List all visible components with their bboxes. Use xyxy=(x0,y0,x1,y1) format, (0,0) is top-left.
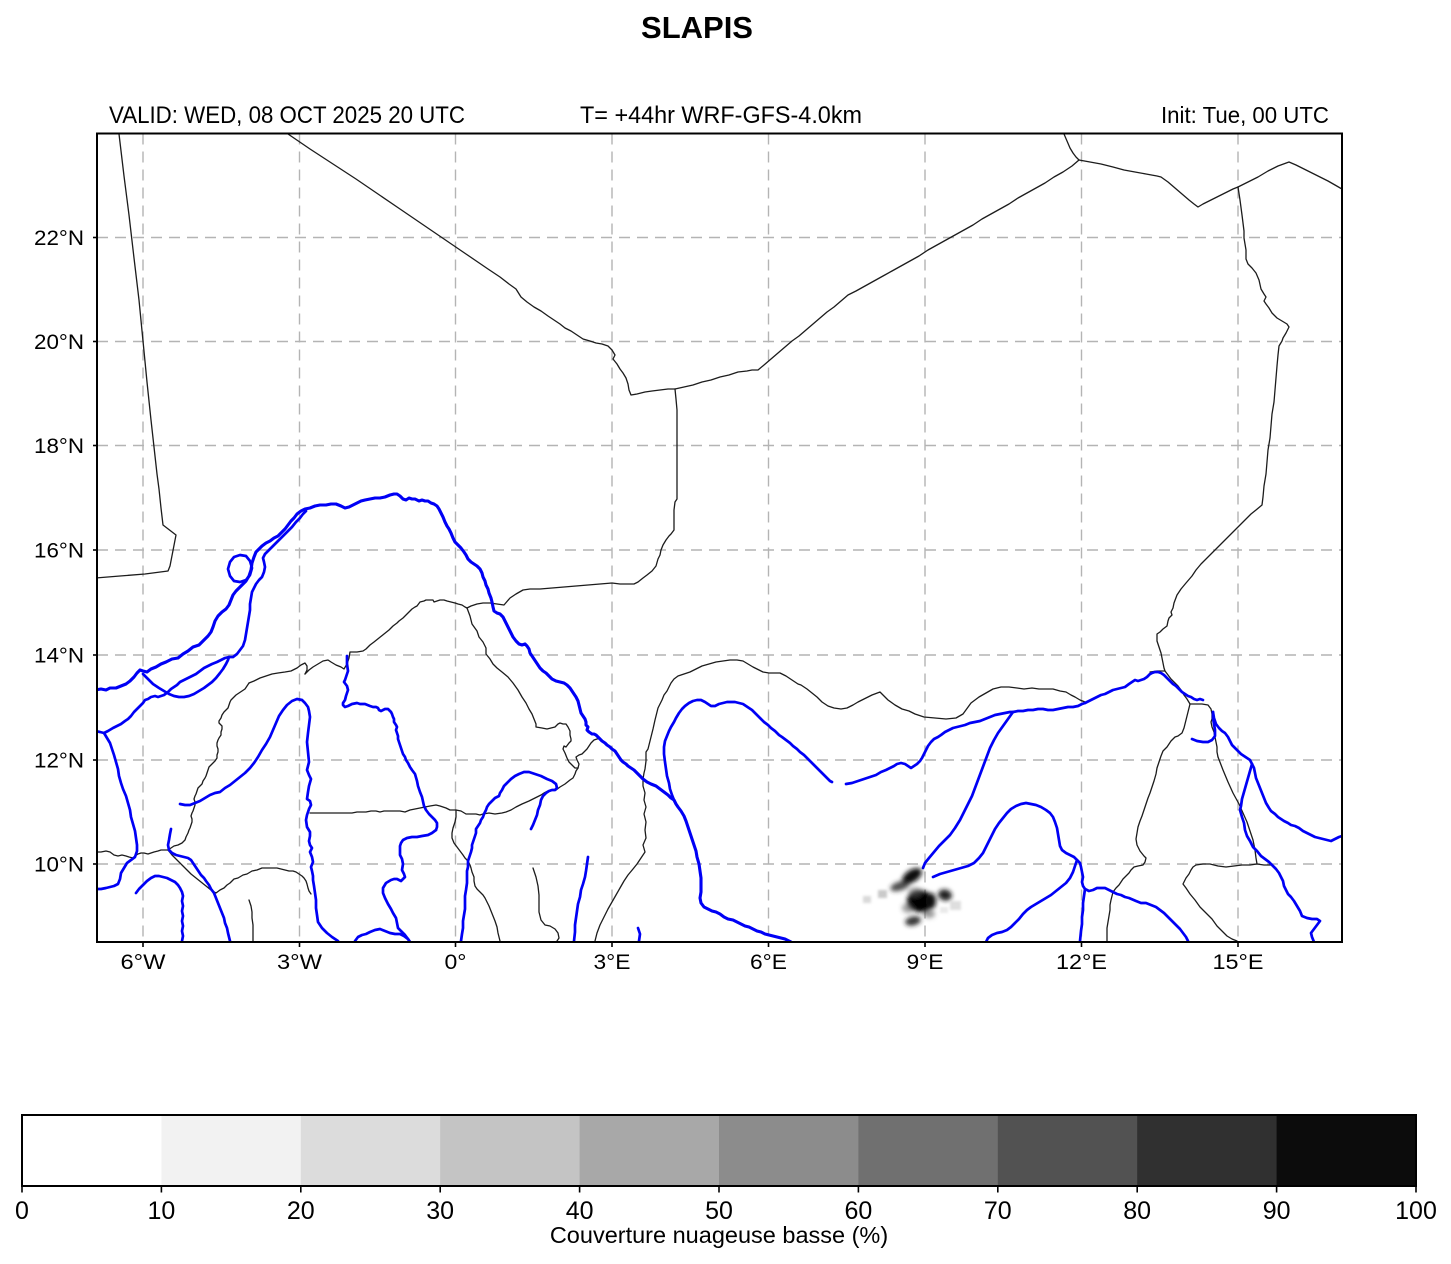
svg-text:22°N: 22°N xyxy=(34,227,84,250)
svg-text:Couverture nuageuse basse (%): Couverture nuageuse basse (%) xyxy=(550,1222,888,1248)
svg-text:3°E: 3°E xyxy=(594,951,631,974)
svg-text:15°E: 15°E xyxy=(1213,951,1264,974)
svg-text:12°N: 12°N xyxy=(34,750,84,773)
svg-text:0°: 0° xyxy=(445,951,467,974)
svg-text:14°N: 14°N xyxy=(34,645,84,668)
svg-text:3°W: 3°W xyxy=(277,951,322,974)
svg-text:18°N: 18°N xyxy=(34,435,84,458)
svg-text:6°E: 6°E xyxy=(750,951,787,974)
svg-text:90: 90 xyxy=(1263,1197,1291,1225)
svg-text:Init: Tue, 00 UTC: Init: Tue, 00 UTC xyxy=(1161,102,1329,128)
svg-text:VALID: WED, 08 OCT 2025 20 UTC: VALID: WED, 08 OCT 2025 20 UTC xyxy=(109,102,465,129)
svg-text:80: 80 xyxy=(1123,1197,1151,1225)
svg-text:SLAPIS: SLAPIS xyxy=(641,10,753,45)
svg-text:40: 40 xyxy=(566,1197,594,1225)
svg-text:6°W: 6°W xyxy=(121,951,166,974)
svg-text:0: 0 xyxy=(15,1197,29,1225)
svg-text:30: 30 xyxy=(426,1197,454,1225)
svg-text:60: 60 xyxy=(844,1197,872,1225)
svg-text:70: 70 xyxy=(984,1197,1012,1225)
svg-text:50: 50 xyxy=(705,1197,733,1225)
svg-text:20°N: 20°N xyxy=(34,331,84,354)
svg-text:10: 10 xyxy=(147,1197,175,1225)
svg-text:9°E: 9°E xyxy=(907,951,944,974)
svg-text:12°E: 12°E xyxy=(1056,951,1107,974)
svg-text:100: 100 xyxy=(1395,1197,1437,1225)
svg-text:T= +44hr WRF-GFS-4.0km: T= +44hr WRF-GFS-4.0km xyxy=(580,102,862,129)
svg-text:20: 20 xyxy=(287,1197,315,1225)
svg-text:16°N: 16°N xyxy=(34,540,84,563)
svg-text:10°N: 10°N xyxy=(34,854,84,877)
